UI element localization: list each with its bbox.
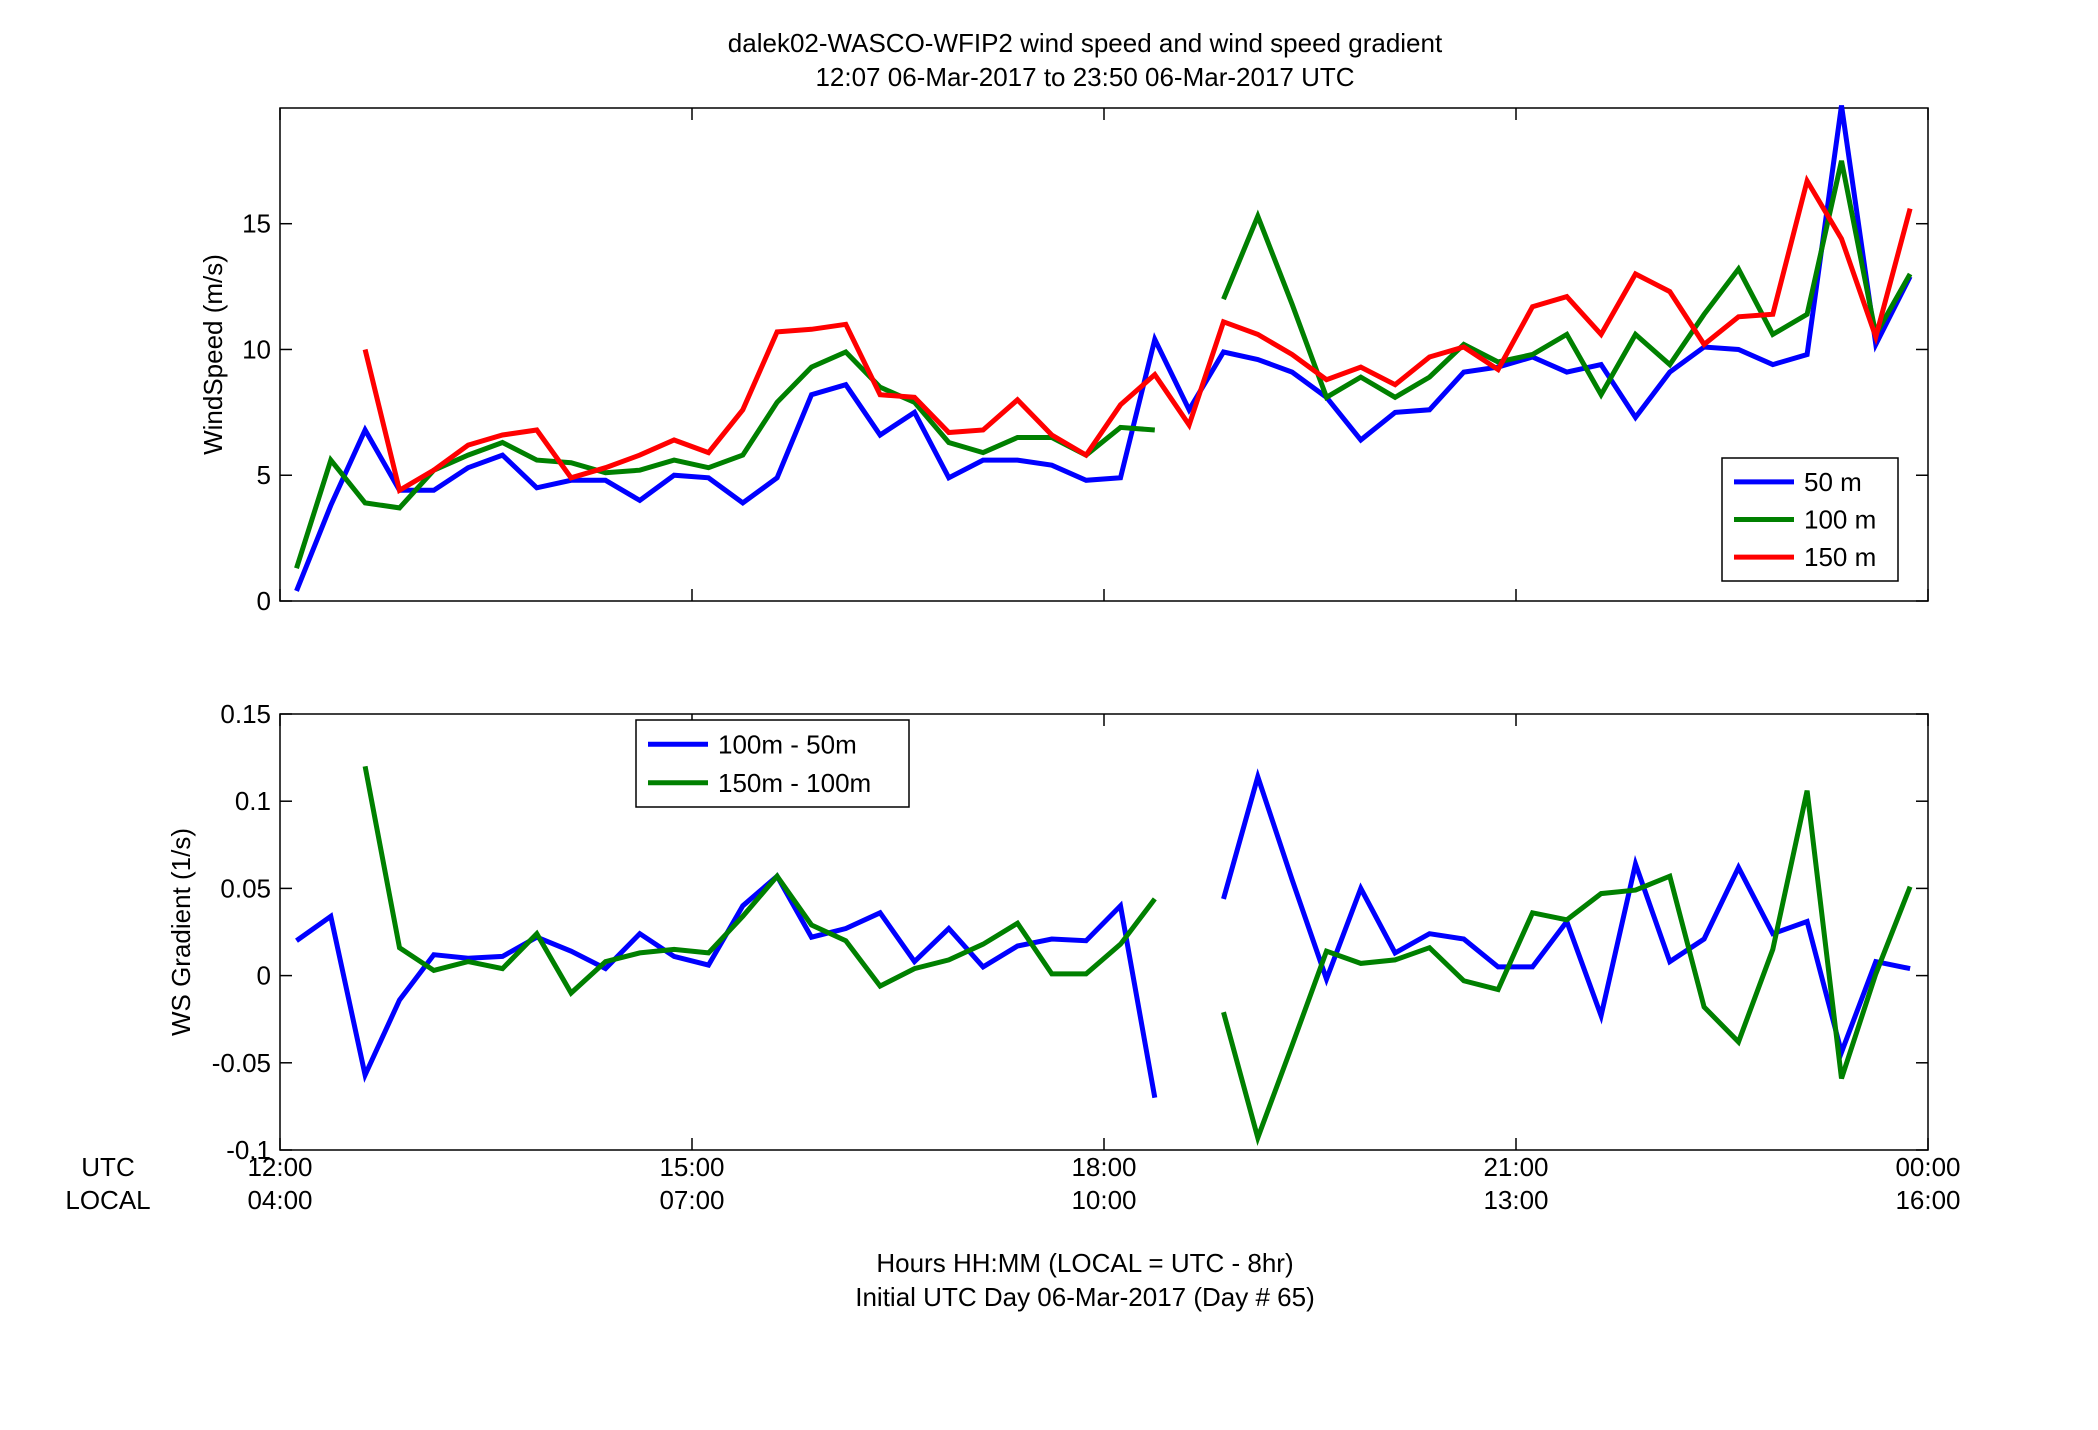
windspeed-series-100-m [294, 160, 1913, 570]
gradient-plot-frame [279, 713, 1929, 1151]
windspeed-legend: 50 m 100 m 150 m [1721, 457, 1899, 582]
local-row-label: LOCAL [65, 1185, 150, 1215]
gradient-series-line-150m-100m [1221, 790, 1913, 1146]
windspeed-legend-label-100-m: 100 m [1804, 505, 1876, 535]
windspeed-y-tick-label: 5 [257, 460, 271, 490]
gradient-series-line-150m-100m [362, 765, 1157, 997]
windspeed-series-line-50-m [294, 105, 1913, 592]
windspeed-legend-label-50-m: 50 m [1804, 467, 1862, 497]
utc-tick-label: 18:00 [1071, 1152, 1136, 1182]
gradient-series-line-100m-50m [1221, 768, 1911, 1061]
utc-tick-label: 15:00 [659, 1152, 724, 1182]
x-axis-label-line1: Hours HH:MM (LOCAL = UTC - 8hr) [876, 1248, 1293, 1278]
utc-tick-label: 12:00 [247, 1152, 312, 1182]
gradient-legend: 100m - 50m 150m - 100m [635, 719, 910, 808]
utc-tick-label: 21:00 [1483, 1152, 1548, 1182]
windspeed-y-tick-label: 15 [242, 209, 271, 239]
windspeed-series-line-100-m [1221, 160, 1913, 401]
gradient-y-tick-label: -0.05 [212, 1048, 271, 1078]
gradient-legend-label-100m-50m: 100m - 50m [718, 729, 857, 759]
chart-title-line1: dalek02-WASCO-WFIP2 wind speed and wind … [728, 28, 1443, 58]
gradient-series-150m-100m [362, 765, 1913, 1146]
gradient-y-tick-label: 0 [257, 961, 271, 991]
gradient-y-tick-label: 0.1 [235, 786, 271, 816]
chart-title-line2: 12:07 06-Mar-2017 to 23:50 06-Mar-2017 U… [815, 62, 1354, 92]
windspeed-plot-frame [279, 107, 1929, 602]
windspeed-legend-label-150-m: 150 m [1804, 542, 1876, 572]
gradient-legend-box [635, 719, 910, 808]
gradient-y-tick-label: 0.05 [220, 873, 271, 903]
windspeed-series-150-m [362, 174, 1913, 495]
windspeed-panel: 0 5 10 15 WindSpeed (m/s) 50 m 100 m 150 m [198, 105, 1929, 616]
x-axis-label-line2: Initial UTC Day 06-Mar-2017 (Day # 65) [855, 1282, 1315, 1312]
gradient-y-tick-label: -0.1 [226, 1135, 271, 1165]
gradient-y-tick-label: 0.15 [220, 699, 271, 729]
gradient-legend-label-150m-100m: 150m - 100m [718, 768, 871, 798]
local-tick-label: 13:00 [1483, 1185, 1548, 1215]
gradient-panel: -0.1 -0.05 0 0.05 0.1 0.15 WS Gradient (1/s) 10… [166, 699, 1929, 1165]
utc-tick-label: 00:00 [1895, 1152, 1960, 1182]
windspeed-series-50-m [294, 105, 1913, 592]
gradient-series-line-100m-50m [295, 872, 1158, 1099]
local-tick-label: 10:00 [1071, 1185, 1136, 1215]
windspeed-y-tick-label: 10 [242, 334, 271, 364]
windspeed-y-tick-label: 0 [257, 586, 271, 616]
local-tick-label: 04:00 [247, 1185, 312, 1215]
gradient-y-axis-label: WS Gradient (1/s) [166, 828, 196, 1036]
windspeed-y-axis-label: WindSpeed (m/s) [198, 254, 228, 455]
local-tick-label: 07:00 [659, 1185, 724, 1215]
utc-row-label: UTC [81, 1152, 134, 1182]
local-tick-label: 16:00 [1895, 1185, 1960, 1215]
windspeed-series-line-150-m [362, 174, 1913, 495]
